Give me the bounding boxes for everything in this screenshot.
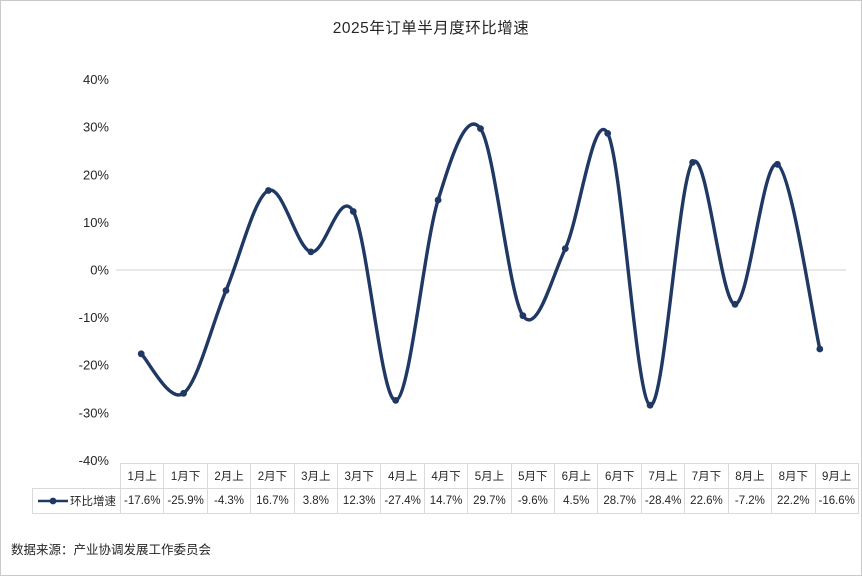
data-point-marker	[265, 187, 272, 194]
y-axis-tick-label: 20%	[83, 167, 109, 182]
table-header-cell: 3月下	[337, 463, 382, 489]
table-header-cell: 1月上	[119, 463, 165, 489]
data-point-marker	[689, 159, 696, 166]
table-header-cell: 8月上	[727, 463, 773, 489]
series-line	[139, 122, 822, 407]
y-axis-tick-label: -20%	[79, 358, 110, 373]
table-value-cell: 14.7%	[423, 488, 469, 514]
data-source: 数据来源：产业协调发展工作委员会	[11, 543, 212, 557]
table-header-cell: 8月下	[771, 463, 816, 489]
table-value-row: -17.6% -25.9% -4.3% 16.7% 3.8% 12.3% -27.4% 14.…	[119, 488, 859, 514]
table-value-cell: -4.3%	[206, 488, 252, 514]
table-value-cell: 22.2%	[771, 488, 816, 514]
table-header-row: 1月上 1月下 2月上 2月下 3月上 3月下 4月上 4月下 5月上 5月下 6月上 6月下 7月上 7…	[119, 463, 859, 489]
table-value-cell: 3.8%	[293, 488, 339, 514]
chart-title: 2025年订单半月度环比增速	[332, 20, 530, 37]
table-value-cell: 28.7%	[597, 488, 642, 514]
data-point-marker	[816, 345, 824, 353]
y-axis-tick-label: -10%	[79, 310, 110, 325]
table-header-cell: 1月下	[163, 463, 208, 489]
data-point-marker	[561, 245, 569, 253]
data-point-marker	[731, 300, 739, 308]
table-value-cell: -17.6%	[119, 488, 165, 514]
table-value-cell: -16.6%	[814, 488, 859, 514]
table-header-cell: 6月下	[597, 463, 642, 489]
series-name: 环比增速	[70, 496, 116, 508]
data-point-marker	[477, 125, 484, 132]
data-point-marker	[307, 248, 315, 256]
table-value-cell: -7.2%	[727, 488, 773, 514]
table-header-cell: 5月上	[467, 463, 512, 489]
table-value-cell: 22.6%	[684, 488, 729, 514]
table-value-cell: 29.7%	[467, 488, 512, 514]
data-point-marker	[137, 350, 145, 358]
y-axis-tick-label: 30%	[83, 120, 109, 135]
data-point-marker	[434, 196, 442, 204]
series-line-marker-icon	[38, 497, 68, 505]
data-point-marker	[222, 287, 230, 294]
table-header-cell: 2月上	[206, 463, 252, 489]
y-axis-tick-label: 0%	[90, 263, 109, 278]
y-axis-tick-label: -30%	[79, 405, 110, 420]
legend-item: 环比增速	[32, 488, 121, 514]
y-axis-tick-label: 10%	[83, 215, 109, 230]
table-header-cell: 9月上	[814, 463, 859, 489]
data-point-marker	[646, 401, 654, 409]
table-header-cell: 7月下	[684, 463, 729, 489]
table-header-cell: 4月下	[423, 463, 469, 489]
y-axis-tick-label: 40%	[83, 72, 109, 87]
table-header-cell: 3月上	[293, 463, 339, 489]
data-point-marker	[392, 397, 400, 404]
table-value-cell: -27.4%	[380, 488, 425, 514]
table-header-cell: 6月上	[554, 463, 599, 489]
data-point-marker	[519, 312, 527, 320]
table-value-cell: -9.6%	[510, 488, 556, 514]
data-point-marker	[774, 160, 781, 168]
data-point-marker	[349, 208, 357, 215]
table-header-cell: 4月上	[380, 463, 425, 489]
table-value-cell: -25.9%	[163, 488, 208, 514]
table-value-cell: -28.4%	[640, 488, 686, 514]
data-table: 1月上 1月下 2月上 2月下 3月上 3月下 4月上 4月下 5月上 5月下 6月上 6月下 7月上 7…	[119, 463, 859, 514]
data-point-marker	[180, 389, 188, 397]
table-header-cell: 5月下	[510, 463, 556, 489]
table-value-cell: 12.3%	[337, 488, 382, 514]
table-header-cell: 2月下	[250, 463, 295, 489]
table-header-cell: 7月上	[640, 463, 686, 489]
data-point-marker	[604, 130, 612, 137]
table-value-cell: 16.7%	[250, 488, 295, 514]
table-value-cell: 4.5%	[554, 488, 599, 514]
y-axis-tick-label: -40%	[79, 453, 110, 468]
